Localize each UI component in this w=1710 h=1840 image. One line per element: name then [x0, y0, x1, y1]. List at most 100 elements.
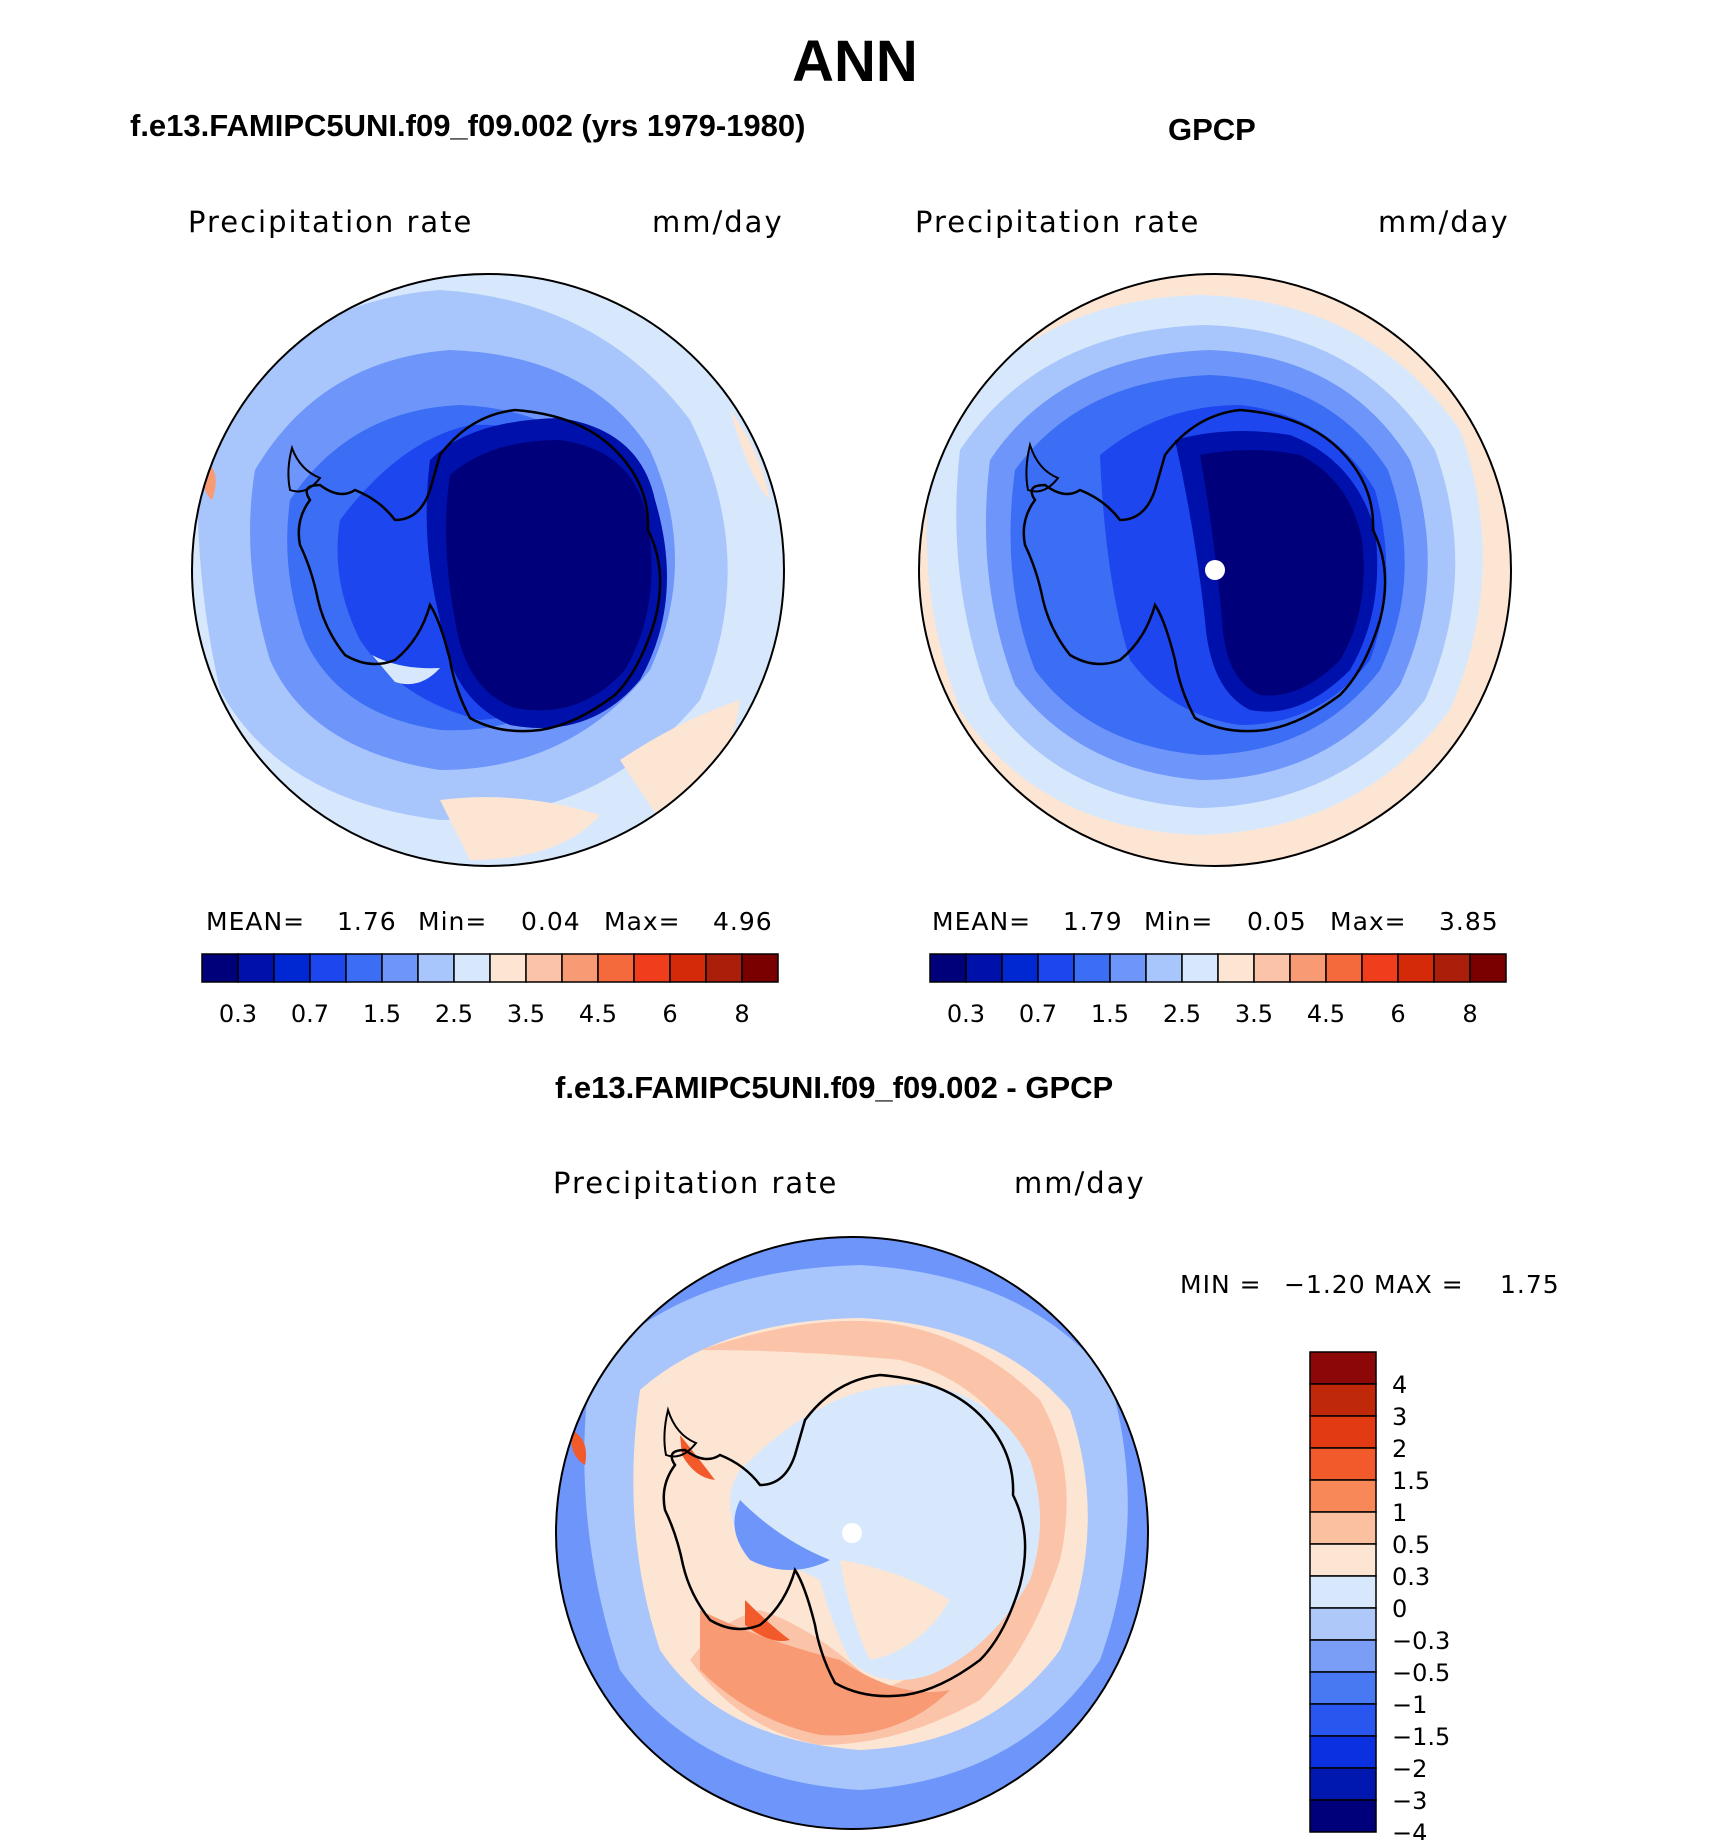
panel-3-field-label: Precipitation rate — [553, 1166, 839, 1200]
colorbar-diff-tick-label: 2 — [1392, 1435, 1407, 1463]
colorbar-model-swatch — [633, 953, 671, 983]
colorbar-model-swatch — [345, 953, 383, 983]
colorbar-diff-tick-label: −0.5 — [1392, 1659, 1450, 1687]
colorbar-obs-swatch — [929, 953, 967, 983]
colorbar-model-tick-label: 1.5 — [363, 1000, 401, 1028]
colorbar-diff-swatch — [1309, 1447, 1377, 1481]
colorbar-diff-swatch — [1309, 1639, 1377, 1673]
colorbar-model-swatch — [489, 953, 527, 983]
colorbar-obs-tick-label: 6 — [1390, 1000, 1405, 1028]
panel-2-field-label: Precipitation rate — [915, 205, 1201, 239]
panel-2-mean-label: MEAN= — [932, 907, 1032, 936]
colorbar-obs-swatch — [1073, 953, 1111, 983]
pole-marker-2 — [1205, 560, 1225, 580]
colorbar-model-swatch — [273, 953, 311, 983]
colorbar-model-swatch — [309, 953, 347, 983]
colorbar-obs-swatch — [1181, 953, 1219, 983]
colorbar-diff-tick-label: 4 — [1392, 1371, 1407, 1399]
colorbar-diff-swatch — [1309, 1415, 1377, 1449]
colorbar-obs-swatch — [1109, 953, 1147, 983]
colorbar-diff-swatch — [1309, 1351, 1377, 1385]
colorbar-diff-tick-label: 0 — [1392, 1595, 1407, 1623]
colorbar-diff-swatch — [1309, 1479, 1377, 1513]
colorbar-model-swatch — [669, 953, 707, 983]
colorbar-diff-tick-label: −3 — [1392, 1787, 1427, 1815]
panel-3-title: f.e13.FAMIPC5UNI.f09_f09.002 - GPCP — [555, 1070, 1114, 1105]
colorbar-model-swatch — [417, 953, 455, 983]
colorbar-obs-swatch — [1433, 953, 1471, 983]
panel-1-min-label: Min= — [418, 907, 488, 936]
panel-2-mean-value: 1.79 — [1063, 907, 1123, 936]
colorbar-diff-tick-label: −2 — [1392, 1755, 1427, 1783]
colorbar-obs-swatch — [1253, 953, 1291, 983]
colorbar-obs-swatch — [1217, 953, 1255, 983]
map-1-border — [191, 273, 785, 867]
colorbar-diff-tick-label: 3 — [1392, 1403, 1407, 1431]
colorbar-obs-swatch — [1325, 953, 1363, 983]
colorbar-model-swatch — [561, 953, 599, 983]
colorbar-model: 0.3 0.7 1.5 2.5 3.5 4.5 6 8 — [201, 953, 779, 1028]
colorbar-diff-swatch — [1309, 1767, 1377, 1801]
colorbar-obs-swatch — [1289, 953, 1327, 983]
colorbar-diff-swatch — [1309, 1575, 1377, 1609]
panel-1-field-label: Precipitation rate — [188, 205, 474, 239]
panel-3-max-value: 1.75 — [1500, 1270, 1560, 1299]
colorbar-model-swatch — [741, 953, 779, 983]
colorbar-diff-tick-label: 0.3 — [1392, 1563, 1430, 1591]
panel-2-title: GPCP — [1168, 112, 1256, 147]
colorbar-obs-swatch — [965, 953, 1003, 983]
colorbar-obs-swatch — [1001, 953, 1039, 983]
colorbar-diff-tick-label: −1 — [1392, 1691, 1427, 1719]
colorbar-diff-swatch — [1309, 1383, 1377, 1417]
panel-1-max-label: Max= — [604, 907, 681, 936]
panel-3-min-value: −1.20 — [1284, 1270, 1366, 1299]
colorbar-diff-swatch — [1309, 1735, 1377, 1769]
colorbar-obs-tick-label: 0.3 — [947, 1000, 985, 1028]
panel-3-units-label: mm/day — [1014, 1166, 1146, 1200]
panel-2-units-label: mm/day — [1378, 205, 1510, 239]
panel-1-max-value: 4.96 — [713, 907, 773, 936]
colorbar-obs-tick-label: 2.5 — [1163, 1000, 1201, 1028]
colorbar-model-tick-label: 3.5 — [507, 1000, 545, 1028]
panel-1-min-value: 0.04 — [521, 907, 581, 936]
panel-1-mean-value: 1.76 — [337, 907, 397, 936]
panel-1-title: f.e13.FAMIPC5UNI.f09_f09.002 (yrs 1979-1… — [130, 108, 806, 143]
pole-marker-3 — [842, 1523, 862, 1543]
colorbar-obs-swatch — [1145, 953, 1183, 983]
colorbar-model-swatch — [381, 953, 419, 983]
colorbar-diff: 4 3 2 1.5 1 0.5 0.3 0 −0.3 −0.5 −1 −1.5 −2 −3 −4 — [1309, 1351, 1450, 1840]
colorbar-model-swatch — [453, 953, 491, 983]
colorbar-diff-tick-label: −1.5 — [1392, 1723, 1450, 1751]
colorbar-diff-swatch — [1309, 1607, 1377, 1641]
colorbar-model-tick-label: 4.5 — [579, 1000, 617, 1028]
panel-3-min-label: MIN = — [1180, 1270, 1262, 1299]
colorbar-obs-swatch — [1361, 953, 1399, 983]
colorbar-model-tick-label: 0.3 — [219, 1000, 257, 1028]
colorbar-model-swatch — [597, 953, 635, 983]
colorbar-obs-tick-label: 8 — [1462, 1000, 1477, 1028]
colorbar-obs: 0.3 0.7 1.5 2.5 3.5 4.5 6 8 — [929, 953, 1507, 1028]
colorbar-obs-tick-label: 3.5 — [1235, 1000, 1273, 1028]
panel-2-max-label: Max= — [1330, 907, 1407, 936]
colorbar-model-swatch — [525, 953, 563, 983]
colorbar-diff-swatch — [1309, 1543, 1377, 1577]
colorbar-model-tick-label: 8 — [734, 1000, 749, 1028]
colorbar-obs-tick-label: 4.5 — [1307, 1000, 1345, 1028]
colorbar-model-swatch — [705, 953, 743, 983]
colorbar-obs-swatch — [1037, 953, 1075, 983]
panel-2-max-value: 3.85 — [1439, 907, 1499, 936]
colorbar-obs-tick-label: 1.5 — [1091, 1000, 1129, 1028]
colorbar-obs-swatch — [1397, 953, 1435, 983]
colorbar-model-swatch — [201, 953, 239, 983]
panel-1-mean-label: MEAN= — [206, 907, 306, 936]
panel-2-min-label: Min= — [1144, 907, 1214, 936]
colorbar-model-tick-label: 6 — [662, 1000, 677, 1028]
panel-3-max-label: MAX = — [1374, 1270, 1464, 1299]
colorbar-model-swatch — [237, 953, 275, 983]
panel-2-min-value: 0.05 — [1247, 907, 1307, 936]
colorbar-diff-swatch — [1309, 1671, 1377, 1705]
panel-1-units-label: mm/day — [652, 205, 784, 239]
colorbar-diff-tick-label: 1 — [1392, 1499, 1407, 1527]
colorbar-diff-tick-label: −0.3 — [1392, 1627, 1450, 1655]
